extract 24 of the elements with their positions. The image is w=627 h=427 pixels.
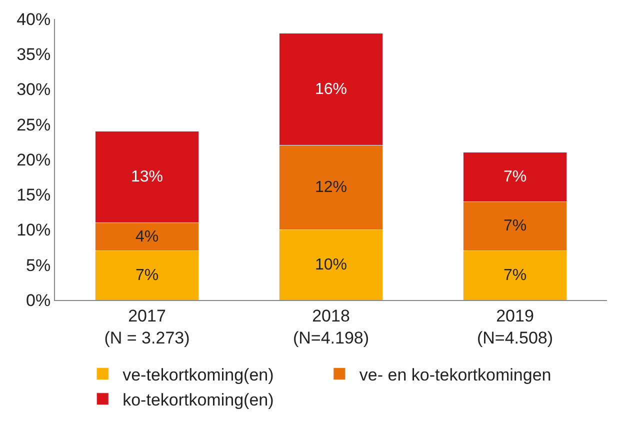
data-label: 16% <box>314 80 348 98</box>
data-label: 7% <box>503 218 527 235</box>
data-label: 7% <box>503 168 527 186</box>
data-label: 13% <box>130 168 164 186</box>
x-tick-label: 2019 (N=4.508) <box>476 306 554 348</box>
data-label: 4% <box>135 228 159 246</box>
y-tick-label: 0% <box>26 290 51 310</box>
legend-label: ve- en ko-tekortkomingen <box>359 365 552 384</box>
y-tick-label: 10% <box>16 220 51 240</box>
x-tick-label: 2017 (N = 3.273) <box>104 306 190 348</box>
y-tick-label: 30% <box>16 80 51 100</box>
y-tick-label: 5% <box>26 256 51 275</box>
data-label: 10% <box>314 256 348 274</box>
y-tick-label: 35% <box>16 45 51 64</box>
data-label: 12% <box>314 179 348 196</box>
x-tick-label: 2018 (N=4.198) <box>292 306 370 348</box>
legend-label: ve-tekortkoming(en) <box>122 365 274 384</box>
y-tick-label: 15% <box>16 186 51 205</box>
y-tick-label: 40% <box>16 10 51 29</box>
y-tick-label: 25% <box>16 115 51 134</box>
data-label: 7% <box>135 266 159 284</box>
y-tick-label: 20% <box>16 150 51 170</box>
legend-label: ko-tekortkoming(en) <box>122 390 274 410</box>
data-label: 7% <box>503 266 527 284</box>
